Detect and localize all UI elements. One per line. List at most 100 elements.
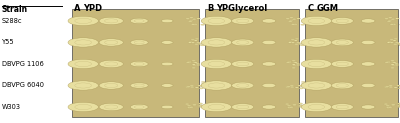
Circle shape bbox=[396, 85, 400, 86]
Circle shape bbox=[301, 24, 305, 25]
Circle shape bbox=[390, 39, 394, 40]
Circle shape bbox=[188, 62, 192, 63]
Text: YPGlycerol: YPGlycerol bbox=[216, 4, 268, 13]
Circle shape bbox=[130, 18, 148, 24]
Circle shape bbox=[391, 104, 395, 105]
Text: W303: W303 bbox=[2, 104, 21, 110]
Circle shape bbox=[99, 103, 123, 111]
Circle shape bbox=[188, 21, 192, 22]
Circle shape bbox=[232, 17, 254, 24]
Circle shape bbox=[68, 59, 98, 69]
Circle shape bbox=[192, 64, 196, 65]
Circle shape bbox=[186, 62, 190, 63]
Circle shape bbox=[99, 82, 123, 89]
Circle shape bbox=[189, 20, 193, 22]
Circle shape bbox=[301, 38, 332, 47]
Circle shape bbox=[201, 38, 232, 47]
Circle shape bbox=[331, 104, 353, 110]
Circle shape bbox=[361, 19, 375, 23]
Circle shape bbox=[286, 62, 290, 63]
Circle shape bbox=[187, 86, 191, 87]
Circle shape bbox=[201, 24, 205, 25]
Circle shape bbox=[161, 84, 173, 87]
Circle shape bbox=[200, 105, 204, 106]
Circle shape bbox=[198, 105, 202, 106]
Circle shape bbox=[292, 67, 296, 69]
Circle shape bbox=[232, 82, 254, 89]
Circle shape bbox=[99, 60, 123, 68]
Circle shape bbox=[130, 83, 148, 88]
Text: C: C bbox=[308, 4, 314, 13]
Circle shape bbox=[199, 88, 203, 89]
Circle shape bbox=[388, 17, 392, 18]
Circle shape bbox=[287, 107, 291, 108]
Circle shape bbox=[191, 39, 195, 40]
Circle shape bbox=[99, 17, 123, 25]
Circle shape bbox=[161, 105, 173, 109]
Circle shape bbox=[361, 40, 375, 45]
Circle shape bbox=[289, 20, 293, 22]
Circle shape bbox=[187, 107, 191, 108]
Circle shape bbox=[130, 40, 148, 45]
Circle shape bbox=[301, 81, 305, 83]
Circle shape bbox=[391, 62, 395, 63]
Circle shape bbox=[397, 106, 400, 108]
Circle shape bbox=[130, 61, 148, 67]
Circle shape bbox=[192, 104, 196, 105]
Circle shape bbox=[298, 85, 302, 86]
Circle shape bbox=[392, 62, 396, 63]
Circle shape bbox=[161, 41, 173, 44]
Circle shape bbox=[191, 42, 195, 43]
Circle shape bbox=[262, 62, 276, 66]
Circle shape bbox=[292, 62, 296, 63]
Circle shape bbox=[296, 63, 300, 64]
Circle shape bbox=[194, 40, 198, 41]
Circle shape bbox=[262, 83, 276, 88]
Text: GGM: GGM bbox=[316, 4, 338, 13]
Circle shape bbox=[385, 62, 389, 63]
Circle shape bbox=[285, 86, 289, 88]
Circle shape bbox=[301, 81, 332, 90]
Circle shape bbox=[299, 85, 303, 86]
Circle shape bbox=[201, 81, 232, 90]
Circle shape bbox=[291, 24, 295, 25]
Circle shape bbox=[292, 104, 296, 105]
Circle shape bbox=[289, 107, 293, 108]
Circle shape bbox=[194, 62, 198, 63]
Circle shape bbox=[192, 62, 196, 63]
Circle shape bbox=[390, 24, 394, 25]
Circle shape bbox=[387, 42, 391, 43]
Circle shape bbox=[298, 105, 302, 106]
Circle shape bbox=[300, 105, 304, 106]
Circle shape bbox=[192, 104, 196, 105]
Circle shape bbox=[387, 41, 391, 43]
Circle shape bbox=[191, 24, 195, 25]
Circle shape bbox=[391, 64, 395, 66]
Circle shape bbox=[201, 83, 205, 85]
Circle shape bbox=[285, 103, 289, 105]
Circle shape bbox=[386, 86, 390, 87]
Circle shape bbox=[295, 38, 299, 39]
Text: A: A bbox=[74, 4, 81, 13]
Text: YPD: YPD bbox=[83, 4, 102, 13]
Circle shape bbox=[386, 62, 390, 63]
Circle shape bbox=[202, 20, 206, 21]
Circle shape bbox=[232, 39, 254, 46]
Circle shape bbox=[99, 39, 123, 46]
Circle shape bbox=[398, 88, 400, 89]
Circle shape bbox=[68, 102, 98, 112]
Circle shape bbox=[198, 103, 202, 104]
Circle shape bbox=[300, 45, 304, 46]
Circle shape bbox=[161, 19, 173, 23]
Circle shape bbox=[299, 88, 303, 89]
Circle shape bbox=[395, 42, 399, 43]
Circle shape bbox=[288, 62, 292, 63]
Circle shape bbox=[201, 102, 232, 112]
Circle shape bbox=[393, 44, 397, 45]
Circle shape bbox=[292, 19, 296, 20]
Circle shape bbox=[262, 40, 276, 45]
Circle shape bbox=[198, 106, 202, 108]
Circle shape bbox=[331, 61, 353, 67]
Circle shape bbox=[291, 39, 295, 40]
Circle shape bbox=[193, 24, 197, 25]
